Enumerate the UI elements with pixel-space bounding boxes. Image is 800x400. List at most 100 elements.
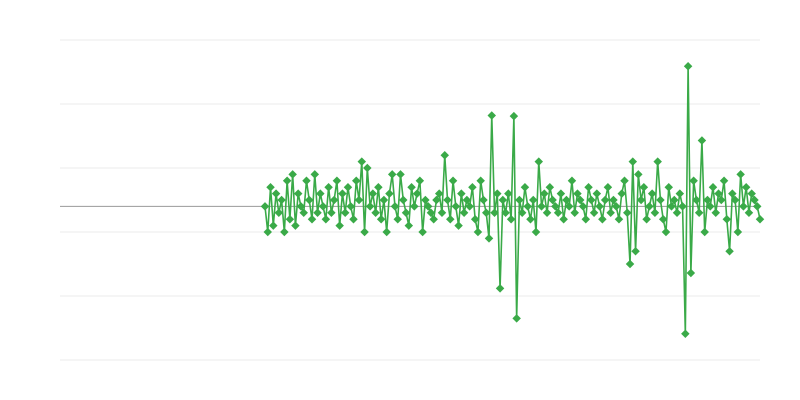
marker: [504, 189, 513, 198]
marker: [349, 214, 358, 224]
marker: [260, 202, 270, 211]
marker: [678, 202, 687, 211]
marker: [399, 195, 408, 205]
marker: [418, 227, 427, 237]
marker: [509, 111, 519, 121]
marker: [686, 268, 696, 278]
marker: [689, 176, 698, 186]
marker: [534, 157, 544, 166]
marker: [291, 221, 300, 230]
marker: [346, 202, 355, 211]
marker: [501, 208, 510, 218]
marker: [313, 208, 322, 218]
marker: [653, 157, 662, 166]
marker: [387, 170, 397, 179]
marker: [498, 195, 508, 205]
marker: [481, 208, 491, 218]
marker: [451, 202, 461, 211]
marker: [625, 259, 635, 269]
marker: [526, 214, 535, 224]
marker: [584, 182, 593, 192]
marker: [302, 176, 311, 186]
marker: [285, 214, 295, 224]
marker: [725, 246, 734, 256]
marker: [340, 208, 350, 218]
marker: [368, 189, 378, 198]
marker: [476, 176, 485, 186]
marker: [401, 208, 411, 218]
marker: [739, 202, 748, 211]
marker: [683, 61, 693, 71]
marker: [598, 214, 607, 224]
marker: [437, 208, 447, 218]
marker: [570, 208, 579, 218]
marker: [293, 189, 303, 198]
marker: [623, 208, 632, 218]
marker: [470, 214, 480, 224]
marker: [426, 208, 436, 218]
marker: [545, 182, 555, 192]
marker: [423, 202, 433, 211]
marker: [506, 214, 516, 224]
marker: [473, 227, 483, 237]
marker: [528, 195, 538, 205]
marker: [656, 195, 665, 205]
marker: [412, 189, 422, 198]
marker: [672, 208, 682, 218]
marker: [407, 182, 416, 192]
marker: [589, 208, 599, 218]
marker: [415, 176, 425, 186]
marker: [269, 221, 278, 230]
marker: [567, 176, 577, 186]
marker: [457, 189, 466, 198]
marker: [711, 208, 720, 218]
marker: [694, 208, 704, 218]
marker: [454, 221, 463, 230]
marker: [432, 195, 441, 205]
marker: [484, 234, 494, 243]
marker: [307, 214, 317, 224]
marker: [271, 189, 281, 198]
marker: [592, 189, 602, 198]
marker: [277, 195, 286, 205]
marker: [708, 182, 718, 192]
marker: [628, 157, 638, 166]
marker: [600, 195, 610, 205]
marker: [310, 170, 320, 179]
marker: [440, 150, 449, 160]
marker: [266, 182, 275, 192]
marker: [542, 208, 552, 218]
marker: [385, 189, 394, 198]
marker: [620, 176, 629, 186]
marker: [404, 221, 414, 230]
marker: [755, 214, 765, 224]
marker: [459, 208, 469, 218]
marker: [318, 202, 328, 211]
marker: [410, 202, 419, 211]
marker: [280, 227, 289, 237]
marker: [332, 176, 342, 186]
marker: [421, 195, 430, 205]
marker: [556, 189, 566, 198]
marker: [282, 176, 292, 186]
marker: [733, 227, 743, 237]
marker: [722, 214, 732, 224]
marker: [343, 182, 353, 192]
marker: [719, 176, 729, 186]
marker: [371, 208, 380, 218]
marker: [741, 182, 751, 192]
marker: [468, 182, 477, 192]
marker: [520, 182, 530, 192]
marker: [700, 227, 709, 237]
marker: [614, 214, 624, 224]
marker: [396, 170, 405, 179]
marker: [697, 136, 707, 145]
marker: [443, 195, 452, 205]
marker: [559, 214, 568, 224]
marker: [595, 202, 604, 211]
marker: [316, 189, 325, 198]
marker: [352, 176, 361, 186]
marker: [360, 227, 369, 237]
